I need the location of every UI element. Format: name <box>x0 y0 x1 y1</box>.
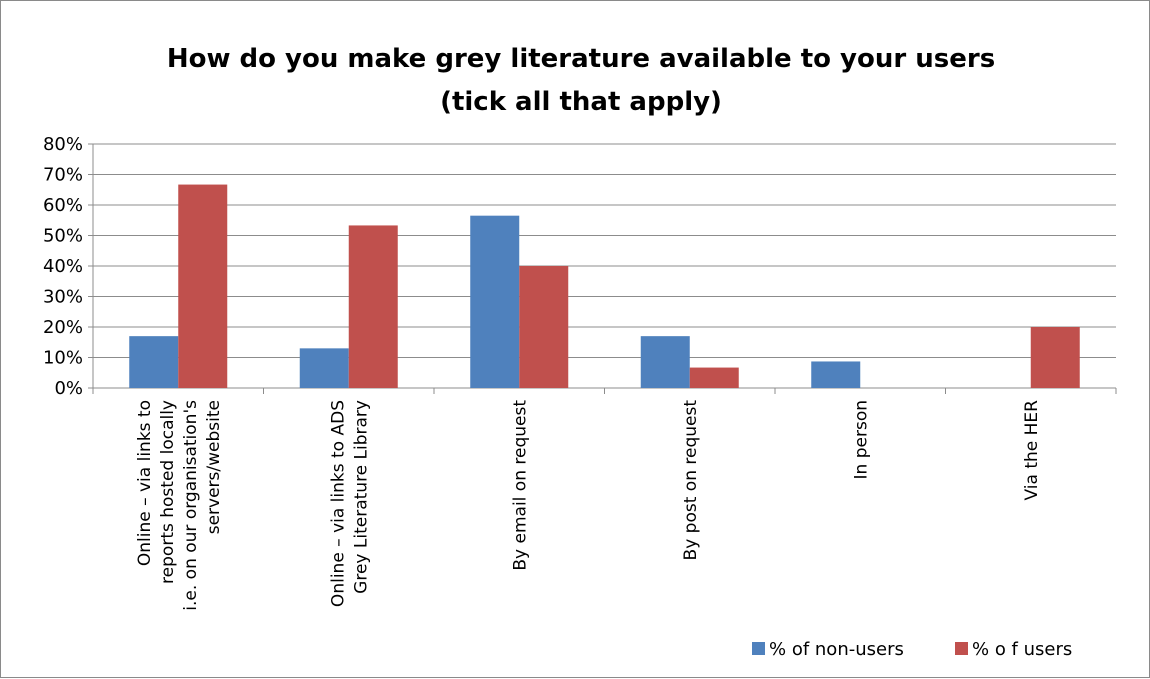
category-label: Online – via links to ADS Grey Literature… <box>328 400 371 607</box>
y-tick-label: 20% <box>43 317 83 338</box>
category-label-line: In person <box>851 400 871 479</box>
y-tick-label: 30% <box>43 287 83 308</box>
legend-label: % of non-users <box>769 639 904 660</box>
category-label-line: reports hosted locally <box>158 400 178 584</box>
y-tick-label: 60% <box>43 195 83 216</box>
axes: 0% 10% 20% 30% 40% 50% 60% 70% 80% <box>43 134 1117 399</box>
legend-swatch <box>752 642 765 655</box>
category-label-line: servers/website <box>204 400 224 534</box>
category-label-line: Via the HER <box>1022 400 1042 501</box>
bar <box>178 184 228 388</box>
y-tick-label: 10% <box>43 348 83 369</box>
bar <box>811 361 861 388</box>
bar <box>348 225 398 388</box>
category-label: Online – via links to reports hosted loca… <box>135 400 224 611</box>
chart-title-line-1: How do you make grey literature availabl… <box>167 44 995 74</box>
legend-label: % o f users <box>972 639 1072 660</box>
y-tick-label: 70% <box>43 165 83 186</box>
category-label: In person <box>851 400 871 479</box>
chart-title-line-2: (tick all that apply) <box>440 87 722 117</box>
legend: % of non-users % o f users <box>752 639 1072 660</box>
category-label-line: Grey Literature Library <box>351 400 371 594</box>
bar <box>519 266 569 388</box>
legend-swatch <box>955 642 968 655</box>
category-label-line: By email on request <box>510 400 530 571</box>
y-tick-label: 40% <box>43 256 83 277</box>
category-label-line: By post on request <box>681 400 701 561</box>
bar <box>640 336 690 388</box>
bar <box>299 348 349 388</box>
category-labels: Online – via links to reports hosted loca… <box>135 400 1042 611</box>
category-label: By email on request <box>510 400 530 571</box>
bar <box>689 367 739 388</box>
category-label-line: Online – via links to ADS <box>328 400 348 607</box>
category-label-line: i.e. on our organisation's <box>181 400 201 611</box>
bar <box>470 215 520 388</box>
bar <box>1030 327 1080 388</box>
bar <box>129 336 179 388</box>
category-label: By post on request <box>681 400 701 561</box>
y-tick-label: 50% <box>43 226 83 247</box>
category-label-line: Online – via links to <box>135 400 155 566</box>
y-tick-label: 0% <box>54 378 83 399</box>
category-label: Via the HER <box>1022 400 1042 501</box>
y-tick-label: 80% <box>43 134 83 155</box>
bars <box>129 184 1080 388</box>
gridlines <box>93 143 1116 358</box>
